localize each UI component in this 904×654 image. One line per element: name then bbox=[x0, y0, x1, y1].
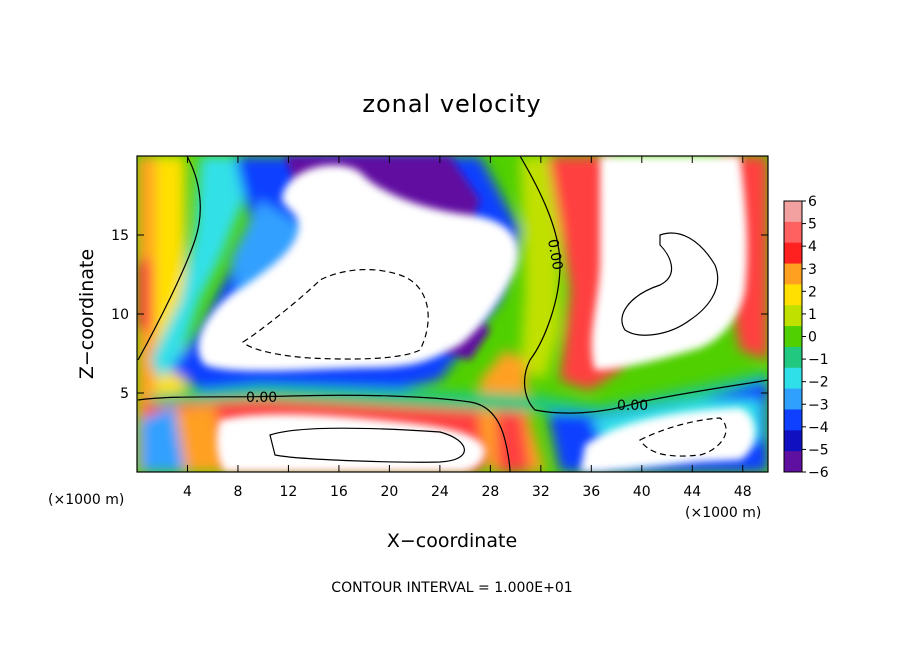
colorbar-label: −2 bbox=[808, 375, 829, 391]
velocity-field bbox=[137, 156, 768, 472]
x-tick-label: 12 bbox=[280, 484, 298, 500]
colorbar-label: 1 bbox=[808, 307, 817, 323]
y-axis-ticks: 5 10 15 bbox=[111, 228, 768, 402]
x-tick-label: 4 bbox=[183, 484, 192, 500]
x-unit-right: (×1000 m) bbox=[685, 505, 761, 521]
chart-title: zonal velocity bbox=[362, 90, 541, 118]
contour-label-1: 0.00 bbox=[246, 390, 277, 406]
contour-lines bbox=[137, 156, 768, 472]
zero-contour-right bbox=[519, 156, 768, 414]
colorbar-label: −5 bbox=[808, 442, 829, 458]
x-tick-label: 36 bbox=[582, 484, 600, 500]
colorbar-swatch bbox=[784, 305, 802, 327]
colorbar-swatch bbox=[784, 201, 802, 223]
contour-label-2: 0.00 bbox=[617, 398, 648, 414]
colorbar-label: 0 bbox=[808, 330, 817, 346]
x-tick-label: 16 bbox=[330, 484, 348, 500]
colorbar-label: 6 bbox=[808, 194, 817, 210]
colorbar-swatch bbox=[784, 284, 802, 306]
colorbar-swatch bbox=[784, 388, 802, 410]
y-tick-label: 10 bbox=[111, 307, 129, 323]
dashed-contour bbox=[242, 268, 429, 360]
colorbar-swatch bbox=[784, 346, 802, 369]
x-axis-label: X−coordinate bbox=[387, 530, 517, 552]
colorbar-label: −4 bbox=[808, 420, 829, 436]
colorbar-label: 5 bbox=[808, 217, 817, 233]
contour-label-3: 0.00 bbox=[544, 238, 565, 271]
colorbar-swatch bbox=[784, 221, 802, 244]
x-tick-label: 8 bbox=[233, 484, 242, 500]
colorbar-swatch bbox=[784, 409, 802, 431]
x-tick-label: 48 bbox=[734, 484, 752, 500]
lower-contour bbox=[269, 427, 465, 463]
x-tick-label: 28 bbox=[481, 484, 499, 500]
x-unit-left: (×1000 m) bbox=[48, 492, 124, 508]
x-axis-ticks: 4 8 12 16 20 24 28 32 36 40 44 48 bbox=[183, 156, 752, 500]
x-tick-label: 20 bbox=[380, 484, 398, 500]
colorbar-label: 2 bbox=[808, 284, 817, 300]
zero-contour-left bbox=[137, 156, 201, 361]
x-tick-label: 24 bbox=[431, 484, 449, 500]
colorbar-label: 4 bbox=[808, 239, 817, 255]
colorbar-label: −3 bbox=[808, 397, 829, 413]
contour-interval-note: CONTOUR INTERVAL = 1.000E+01 bbox=[331, 580, 572, 596]
colorbar-swatch bbox=[784, 430, 802, 452]
y-axis-label: Z−coordinate bbox=[76, 249, 98, 379]
colorbar: 6 5 4 3 2 1 0 −1 −2 −3 −4 −5 −6 bbox=[783, 194, 829, 481]
colorbar-label: −6 bbox=[808, 465, 829, 481]
x-tick-label: 32 bbox=[532, 484, 550, 500]
zero-contour-bottom bbox=[137, 394, 511, 472]
y-tick-label: 15 bbox=[111, 228, 129, 244]
colorbar-swatch bbox=[784, 451, 802, 473]
x-tick-label: 44 bbox=[683, 484, 701, 500]
closed-contour bbox=[621, 232, 719, 336]
colorbar-swatch bbox=[784, 263, 802, 285]
dashed-contour-right bbox=[639, 417, 727, 457]
colorbar-swatch bbox=[784, 367, 802, 390]
colorbar-swatch bbox=[784, 242, 802, 265]
colorbar-swatch bbox=[784, 326, 802, 348]
colorbar-label: 3 bbox=[808, 262, 817, 278]
x-tick-label: 40 bbox=[633, 484, 651, 500]
colorbar-label: −1 bbox=[808, 352, 829, 368]
y-tick-label: 5 bbox=[120, 386, 129, 402]
